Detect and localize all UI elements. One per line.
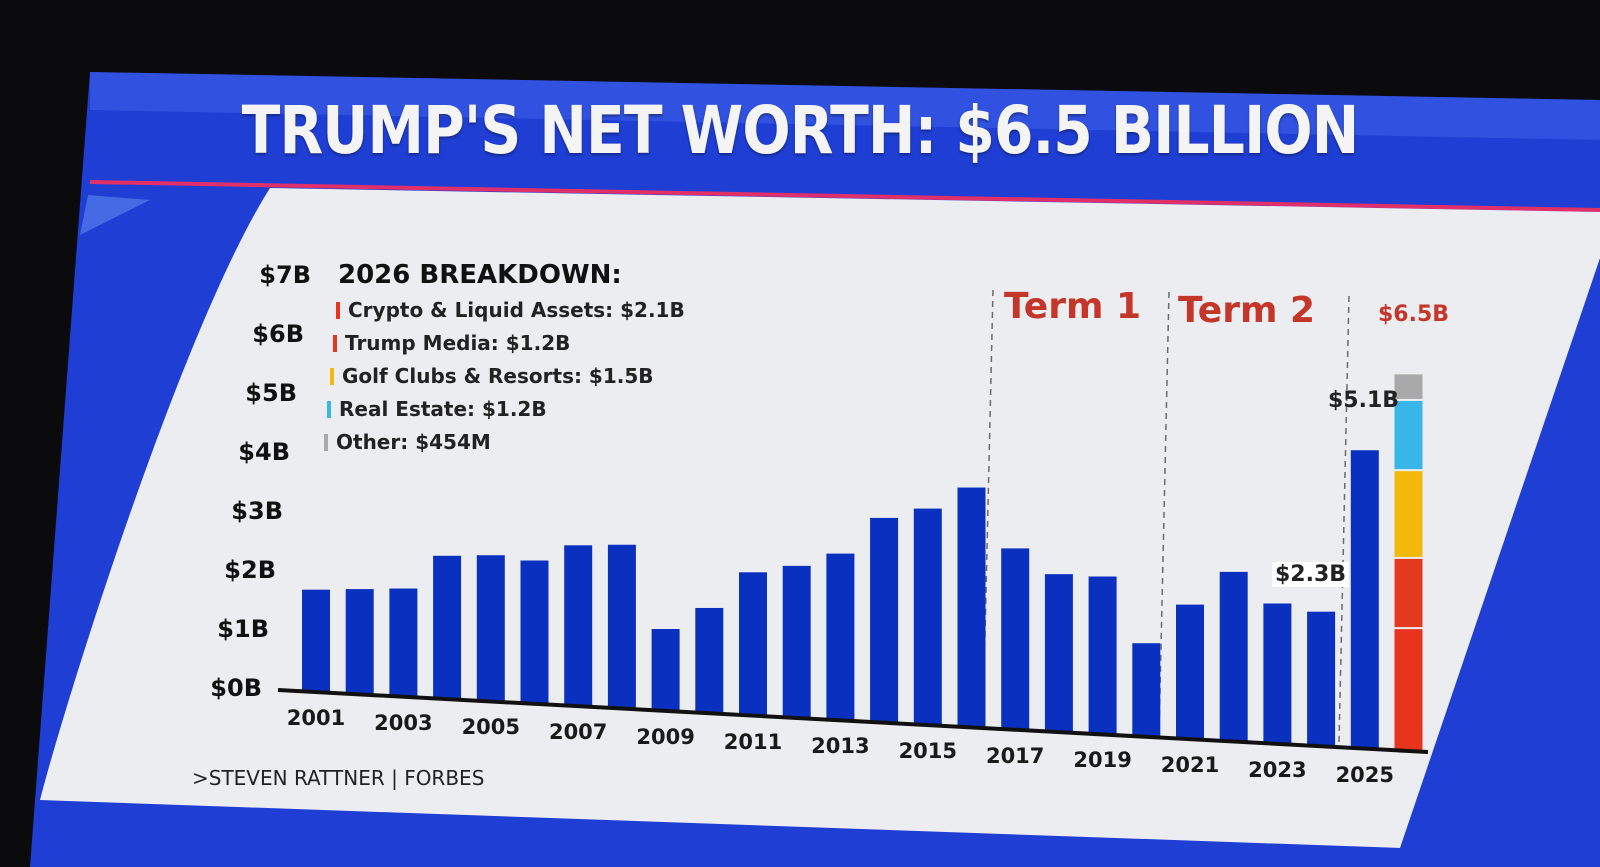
legend-swatch: [330, 368, 334, 385]
legend-label: Crypto & Liquid Assets: $2.1B: [348, 298, 685, 322]
y-tick-label: $5B: [245, 379, 297, 407]
chart-title: TRUMP'S NET WORTH: $6.5 BILLION: [241, 92, 1360, 169]
bar-2020: [1132, 643, 1161, 737]
bar-2019: [1088, 576, 1117, 735]
bar-2005: [476, 555, 505, 702]
term2-separator: [1158, 291, 1170, 737]
x-tick-label: 2001: [286, 706, 346, 731]
y-tick-label: $4B: [238, 438, 290, 466]
value-label-2024: $2.3B: [1272, 562, 1350, 587]
y-tick-label: $1B: [217, 615, 269, 643]
bar-2024: [1307, 611, 1336, 747]
total-value-label: $6.5B: [1378, 302, 1450, 327]
legend-swatch: [324, 434, 328, 451]
title-divider: [89, 180, 1600, 212]
x-tick-label: 2023: [1248, 757, 1307, 782]
y-tick-label: $7B: [259, 261, 311, 289]
bar-2007: [564, 545, 593, 707]
bar-2026-segment-3: [1394, 471, 1423, 557]
background-swoosh: [80, 195, 150, 235]
value-label-2025: $5.1B: [1328, 388, 1400, 413]
x-tick-label: 2019: [1073, 748, 1132, 773]
legend-title: 2026 BREAKDOWN:: [338, 260, 622, 290]
bar-2016: [957, 487, 986, 728]
bar-2003: [389, 588, 418, 697]
legend-label: Other: $454M: [336, 430, 491, 454]
x-axis-baseline: [277, 688, 1429, 754]
bar-2015: [913, 508, 942, 726]
legend-swatch: [336, 302, 340, 319]
legend-item: Trump Media: $1.2B: [333, 331, 570, 355]
y-tick-label: $6B: [252, 320, 304, 348]
x-tick-label: 2015: [898, 739, 958, 764]
source-credit: >STEVEN RATTNER | FORBES: [192, 766, 485, 790]
bar-2021: [1176, 604, 1204, 740]
chart-panel: [40, 188, 1600, 848]
legend-item: Real Estate: $1.2B: [327, 397, 547, 421]
bar-2023: [1263, 603, 1292, 744]
bar-2001: [302, 589, 330, 693]
bar-2018: [1044, 574, 1073, 733]
bar-2026-segment-5: [1394, 374, 1423, 399]
y-tick-label: $3B: [231, 497, 283, 525]
legend-swatch: [333, 335, 337, 352]
legend-item: Golf Clubs & Resorts: $1.5B: [330, 364, 654, 388]
bar-2025: [1350, 450, 1379, 749]
bar-2010: [695, 607, 724, 714]
bar-2009: [651, 628, 680, 711]
x-tick-label: 2021: [1160, 753, 1220, 778]
term2-label: Term 2: [1178, 290, 1316, 331]
bar-2013: [826, 553, 855, 721]
bar-2006: [520, 560, 549, 704]
x-tick-label: 2013: [811, 734, 870, 759]
x-tick-label: 2011: [723, 729, 783, 754]
bar-2002: [345, 589, 374, 695]
legend-swatch: [327, 401, 331, 418]
x-tick-label: 2003: [374, 710, 433, 735]
bar-2022: [1219, 571, 1248, 742]
term1-label: Term 1: [1004, 286, 1142, 327]
bar-2026-segment-2: [1394, 558, 1423, 628]
background-highlight: [90, 72, 1600, 140]
bar-2014: [870, 517, 899, 723]
bar-2026-segment-4: [1394, 400, 1423, 470]
x-tick-label: 2025: [1335, 762, 1395, 787]
x-tick-label: 2017: [985, 743, 1045, 768]
current-separator: [1338, 295, 1350, 743]
x-tick-label: 2007: [548, 720, 608, 745]
bar-2026-segment-1: [1394, 629, 1423, 750]
bar-2017: [1001, 548, 1030, 730]
x-tick-label: 2005: [461, 715, 521, 740]
legend-label: Trump Media: $1.2B: [345, 331, 571, 355]
legend-label: Real Estate: $1.2B: [339, 397, 547, 421]
legend-item: Other: $454M: [324, 430, 491, 454]
y-tick-label: $0B: [210, 674, 262, 702]
y-tick-label: $2B: [224, 556, 276, 584]
bar-2004: [433, 555, 462, 700]
bars-group: [302, 374, 1423, 750]
bar-2008: [607, 544, 636, 709]
bar-2011: [739, 572, 767, 716]
x-tick-label: 2009: [636, 724, 695, 749]
legend-label: Golf Clubs & Resorts: $1.5B: [342, 364, 654, 388]
legend-item: Crypto & Liquid Assets: $2.1B: [336, 298, 685, 322]
bar-2012: [782, 565, 811, 718]
